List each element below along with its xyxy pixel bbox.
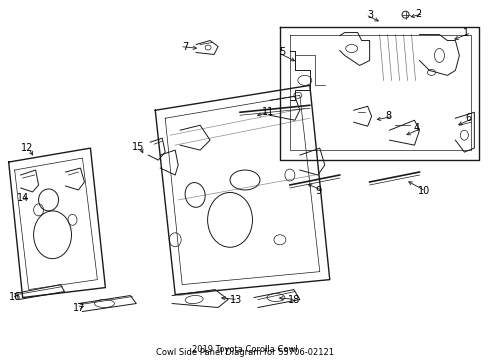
Text: 3: 3 (367, 10, 373, 20)
Text: 7: 7 (182, 41, 188, 51)
Text: 13: 13 (229, 294, 242, 305)
Text: 6: 6 (465, 113, 470, 123)
Text: 18: 18 (287, 294, 300, 305)
Text: 5: 5 (279, 48, 285, 58)
Text: 11: 11 (262, 107, 274, 117)
Text: 1: 1 (463, 28, 468, 37)
Text: 2: 2 (415, 9, 421, 19)
Text: 16: 16 (9, 292, 21, 302)
Text: 17: 17 (72, 302, 85, 312)
Text: 15: 15 (132, 142, 144, 152)
Text: 8: 8 (385, 111, 391, 121)
Text: 4: 4 (413, 123, 419, 133)
Text: 10: 10 (417, 186, 429, 196)
Text: 9: 9 (315, 186, 321, 196)
Text: Cowl Side Panel Diagram for 55706-02121: Cowl Side Panel Diagram for 55706-02121 (155, 348, 333, 357)
Text: 14: 14 (17, 193, 29, 203)
Text: 12: 12 (20, 143, 33, 153)
Text: 2019 Toyota Corolla Cowl: 2019 Toyota Corolla Cowl (191, 345, 297, 354)
